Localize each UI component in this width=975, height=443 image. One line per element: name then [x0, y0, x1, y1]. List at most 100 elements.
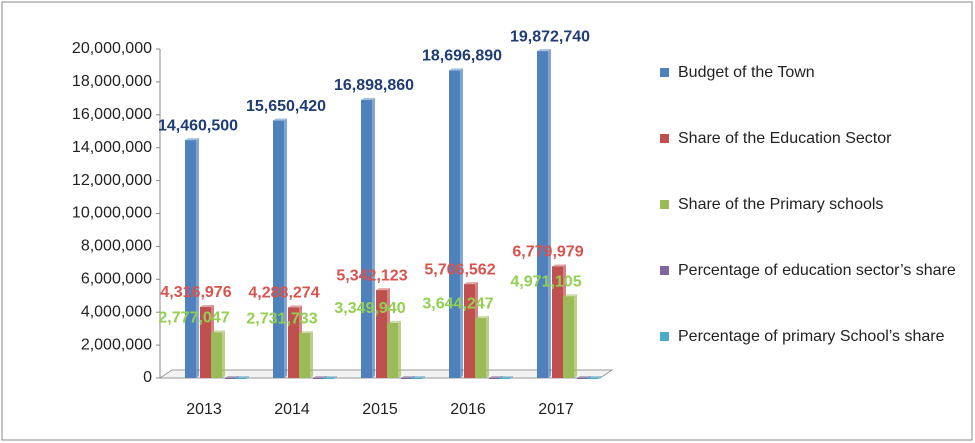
- y-tick-label: 4,000,000: [81, 303, 152, 320]
- y-tick-label: 10,000,000: [72, 205, 152, 222]
- y-tick-label: 14,000,000: [72, 139, 152, 156]
- y-tick-label: 18,000,000: [72, 73, 152, 90]
- legend: Budget of the Town Share of the Education…: [660, 62, 960, 392]
- bar: [499, 378, 510, 379]
- bar-top: [587, 376, 601, 378]
- bar-top: [211, 330, 225, 333]
- bar: [313, 378, 324, 379]
- bar: [411, 378, 422, 379]
- bar-top: [376, 288, 390, 291]
- legend-swatch: [660, 68, 669, 77]
- bar-top: [552, 264, 566, 267]
- x-tick-label: 2017: [538, 401, 574, 418]
- bar-top: [489, 376, 503, 378]
- bar: [552, 266, 563, 378]
- bar-side: [510, 376, 513, 379]
- bar-top: [288, 305, 302, 308]
- bar: [537, 51, 548, 379]
- data-label: 5,342,123: [336, 267, 407, 284]
- bar-side: [398, 320, 401, 378]
- bar-top: [387, 320, 401, 323]
- bar: [401, 378, 412, 379]
- legend-swatch: [660, 134, 669, 143]
- legend-label: Percentage of education sector’s share: [678, 262, 956, 279]
- bar-top: [499, 376, 513, 378]
- bar-side: [334, 376, 337, 379]
- bar-top: [401, 376, 415, 378]
- x-tick-label: 2013: [186, 401, 222, 418]
- bar-side: [246, 376, 249, 379]
- bar: [587, 378, 598, 379]
- y-tick-label: 0: [143, 369, 152, 386]
- y-tick-label: 2,000,000: [81, 336, 152, 353]
- bar: [475, 318, 486, 378]
- bar-top: [299, 331, 313, 334]
- bar: [387, 322, 398, 378]
- bar-top: [563, 294, 577, 297]
- bar-top: [323, 376, 337, 378]
- bar: [211, 332, 222, 378]
- x-tick-label: 2015: [362, 401, 398, 418]
- bar-side: [548, 49, 551, 379]
- bar-side: [486, 316, 489, 378]
- data-label: 18,696,890: [422, 48, 502, 65]
- y-tick-label: 6,000,000: [81, 271, 152, 288]
- legend-item: Percentage of primary School’s share: [660, 326, 960, 392]
- legend-swatch: [660, 200, 669, 209]
- bar-side: [460, 68, 463, 378]
- data-label: 15,650,420: [246, 98, 326, 115]
- data-label: 4,288,274: [248, 285, 319, 302]
- legend-item: Budget of the Town: [660, 62, 960, 128]
- bar-top: [273, 118, 287, 121]
- bar-side: [422, 376, 425, 379]
- data-label: 19,872,740: [510, 28, 590, 45]
- bar: [489, 378, 500, 379]
- bar-top: [464, 282, 478, 285]
- bar-top: [235, 376, 249, 378]
- bar: [299, 333, 310, 378]
- legend-item: Percentage of education sector’s share: [660, 260, 960, 326]
- bar: [464, 284, 475, 378]
- bar-top: [411, 376, 425, 378]
- bar-top: [475, 316, 489, 319]
- bar: [235, 378, 246, 379]
- bar: [577, 378, 588, 379]
- data-label: 2,731,733: [246, 310, 317, 327]
- bar-top: [185, 138, 199, 141]
- bar: [185, 140, 196, 378]
- bar-top: [313, 376, 327, 378]
- bar-top: [449, 68, 463, 71]
- data-label: 4,316,976: [160, 284, 231, 301]
- legend-swatch: [660, 266, 669, 275]
- legend-item: Share of the Primary schools: [660, 194, 960, 260]
- data-label: 3,349,940: [334, 300, 405, 317]
- x-tick-label: 2014: [274, 401, 310, 418]
- bar-side: [574, 294, 577, 378]
- data-label: 4,971,105: [510, 273, 581, 290]
- legend-label: Share of the Primary schools: [678, 196, 884, 213]
- bar-side: [284, 118, 287, 378]
- data-label: 16,898,860: [334, 77, 414, 94]
- bar-side: [196, 138, 199, 378]
- bar: [200, 306, 211, 378]
- bar-side: [598, 376, 601, 379]
- data-label: 2,777,047: [158, 310, 229, 327]
- bar: [449, 70, 460, 378]
- bar-top: [225, 376, 239, 378]
- bar: [361, 100, 372, 378]
- legend-item: Share of the Education Sector: [660, 128, 960, 194]
- bar: [563, 296, 574, 378]
- bar-top: [361, 98, 375, 101]
- bar-top: [537, 49, 551, 52]
- legend-label: Percentage of primary School’s share: [678, 328, 945, 345]
- bar-side: [310, 331, 313, 378]
- bar: [323, 378, 334, 379]
- bar-side: [372, 98, 375, 378]
- bar: [376, 290, 387, 378]
- bar: [288, 307, 299, 378]
- y-tick-label: 12,000,000: [72, 172, 152, 189]
- bar: [273, 120, 284, 378]
- data-label: 5,706,562: [424, 261, 495, 278]
